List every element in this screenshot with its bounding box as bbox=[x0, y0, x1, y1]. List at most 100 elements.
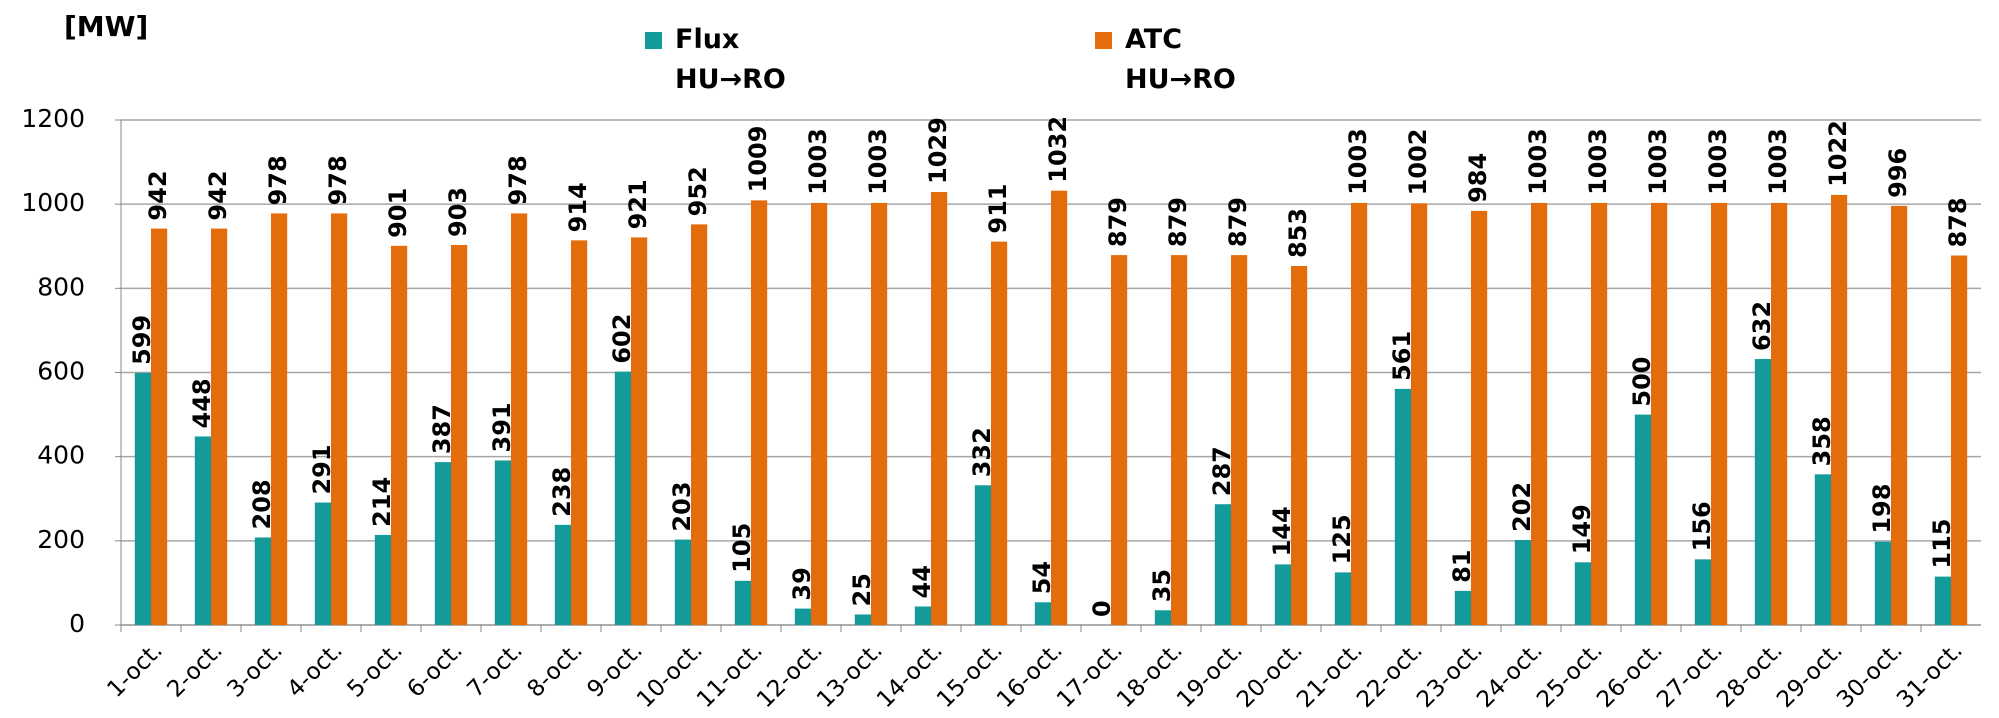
bar bbox=[494, 460, 511, 625]
data-label: 1002 bbox=[1404, 129, 1432, 196]
bar bbox=[511, 213, 528, 626]
bar bbox=[794, 608, 811, 625]
data-label: 1032 bbox=[1044, 116, 1072, 183]
y-tick-label: 800 bbox=[37, 272, 85, 301]
x-tick-label: 3-oct. bbox=[222, 637, 287, 702]
bar bbox=[1034, 602, 1051, 625]
y-tick-label: 1000 bbox=[21, 188, 85, 217]
bar bbox=[1514, 539, 1531, 625]
bar bbox=[1154, 610, 1171, 625]
x-tick-label: 25-oct. bbox=[1532, 637, 1608, 713]
data-label: 996 bbox=[1884, 148, 1912, 198]
bar bbox=[751, 200, 768, 626]
data-label: 952 bbox=[684, 166, 712, 216]
bar bbox=[374, 534, 391, 625]
x-tick-label: 28-oct. bbox=[1712, 637, 1788, 713]
bar bbox=[854, 614, 871, 625]
data-label: 1003 bbox=[1704, 128, 1732, 195]
bar bbox=[211, 228, 228, 625]
data-label: 1003 bbox=[1524, 128, 1552, 195]
legend-label: ATC HU→RO bbox=[1125, 24, 1236, 95]
bar bbox=[931, 191, 948, 625]
bar bbox=[254, 537, 271, 625]
bar bbox=[554, 524, 571, 625]
x-tick-label: 2-oct. bbox=[162, 637, 227, 702]
bar bbox=[1231, 255, 1248, 625]
bar bbox=[1874, 541, 1891, 625]
x-tick-label: 22-oct. bbox=[1352, 637, 1428, 713]
data-label: 1009 bbox=[744, 126, 772, 193]
bar bbox=[1754, 359, 1771, 625]
x-tick-label: 30-oct. bbox=[1832, 637, 1908, 713]
data-label: 1003 bbox=[1344, 128, 1372, 195]
x-tick-label: 17-oct. bbox=[1052, 637, 1128, 713]
bar bbox=[391, 245, 408, 625]
bar bbox=[974, 485, 991, 625]
x-tick-label: 31-oct. bbox=[1892, 637, 1968, 713]
data-label: 914 bbox=[564, 182, 592, 232]
bar bbox=[914, 606, 931, 625]
x-tick-label: 27-oct. bbox=[1652, 637, 1728, 713]
x-tick-label: 26-oct. bbox=[1592, 637, 1668, 713]
bar bbox=[1351, 202, 1368, 625]
bar bbox=[674, 539, 691, 625]
data-label: 903 bbox=[444, 187, 472, 237]
data-label: 978 bbox=[504, 155, 532, 205]
data-label: 984 bbox=[1464, 153, 1492, 203]
data-label: 878 bbox=[1944, 197, 1972, 247]
data-label: 978 bbox=[324, 155, 352, 205]
legend-entry: Flux HU→RO bbox=[645, 20, 825, 100]
legend-swatch bbox=[645, 32, 662, 49]
bar bbox=[1171, 255, 1188, 625]
data-label: 921 bbox=[624, 179, 652, 229]
x-tick-label: 4-oct. bbox=[282, 637, 347, 702]
bar bbox=[1471, 210, 1488, 625]
y-axis-label: [MW] bbox=[64, 10, 149, 43]
data-label: 1003 bbox=[1764, 128, 1792, 195]
x-tick-label: 13-oct. bbox=[812, 637, 888, 713]
data-label: 1003 bbox=[804, 128, 832, 195]
data-label: 1003 bbox=[1584, 128, 1612, 195]
data-label: 879 bbox=[1164, 197, 1192, 247]
data-label: 1022 bbox=[1824, 120, 1852, 187]
data-label: 942 bbox=[144, 170, 172, 220]
bar bbox=[1214, 504, 1231, 625]
y-tick-label: 200 bbox=[37, 525, 85, 554]
bar bbox=[631, 237, 648, 625]
data-label: 1003 bbox=[1644, 128, 1672, 195]
data-label: 1003 bbox=[864, 128, 892, 195]
x-tick-label: 5-oct. bbox=[342, 637, 407, 702]
data-label: 1029 bbox=[924, 117, 952, 184]
x-tick-label: 12-oct. bbox=[752, 637, 828, 713]
y-tick-label: 600 bbox=[37, 357, 85, 386]
x-tick-label: 11-oct. bbox=[692, 637, 768, 713]
x-tick-label: 16-oct. bbox=[992, 637, 1068, 713]
data-label: 0 bbox=[1088, 600, 1116, 617]
bar bbox=[1334, 572, 1351, 625]
data-label: 853 bbox=[1284, 208, 1312, 258]
bar bbox=[1651, 202, 1668, 625]
bar bbox=[991, 241, 1008, 625]
x-tick-label: 6-oct. bbox=[402, 637, 467, 702]
bar bbox=[1051, 190, 1068, 625]
bar bbox=[811, 202, 828, 625]
bar bbox=[134, 372, 151, 625]
bar bbox=[1951, 255, 1968, 625]
bar bbox=[614, 371, 631, 625]
bar bbox=[1574, 562, 1591, 625]
bar bbox=[734, 580, 751, 625]
bar bbox=[331, 213, 348, 626]
bar bbox=[1831, 194, 1848, 626]
data-label: 942 bbox=[204, 170, 232, 220]
bar bbox=[1291, 266, 1308, 625]
x-tick-label: 18-oct. bbox=[1112, 637, 1188, 713]
x-tick-label: 21-oct. bbox=[1292, 637, 1368, 713]
bar bbox=[1694, 559, 1711, 625]
data-label: 911 bbox=[984, 184, 1012, 234]
legend-swatch bbox=[1095, 32, 1112, 49]
data-label: 879 bbox=[1104, 197, 1132, 247]
bar bbox=[1711, 202, 1728, 625]
x-tick-label: 8-oct. bbox=[522, 637, 587, 702]
